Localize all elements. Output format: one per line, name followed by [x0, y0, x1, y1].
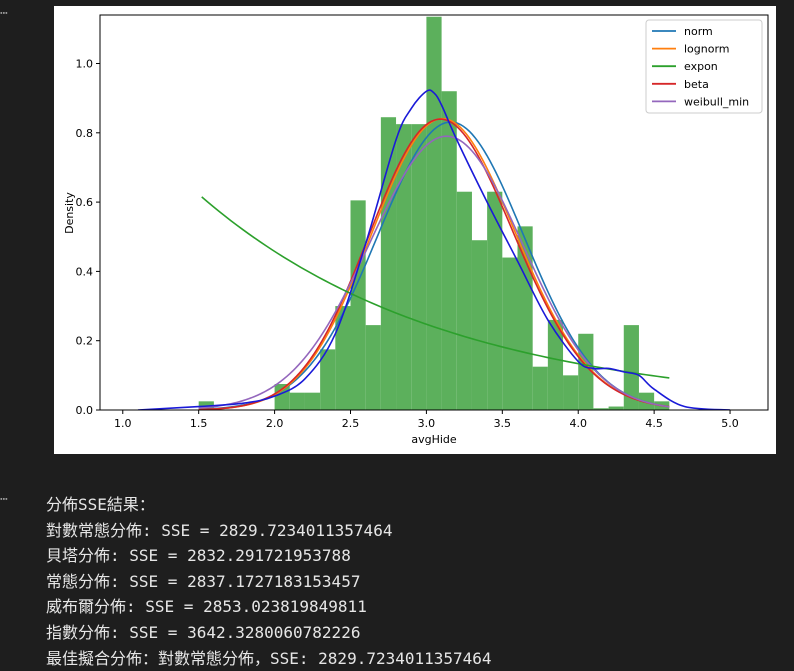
histogram-bar — [532, 366, 548, 410]
histogram-bar — [396, 124, 412, 410]
y-tick-label: 0.0 — [76, 404, 94, 417]
x-axis-ticks: 1.0 1.5 2.0 2.5 3.0 3.5 4.0 4.5 5.0 — [114, 410, 739, 430]
legend-entry: beta — [684, 78, 709, 91]
fit-curves — [137, 89, 731, 410]
plot-output: 1.0 1.5 2.0 2.5 3.0 3.5 4.0 4.5 5.0 0.0 0.2 0.4 0.6… — [54, 6, 776, 454]
histogram-bar — [304, 392, 321, 410]
histogram-bar — [350, 200, 366, 410]
x-axis-label: avgHide — [411, 433, 457, 446]
output-header: 分佈SSE結果： — [46, 495, 155, 514]
histogram-bar — [441, 91, 457, 410]
cell-collapse-icon[interactable]: ⋯ — [0, 6, 9, 21]
x-tick-label: 4.5 — [645, 417, 663, 430]
y-tick-label: 0.6 — [76, 196, 94, 209]
histogram-bar — [608, 406, 624, 410]
histogram-bar — [456, 191, 472, 410]
output-best-line: 最佳擬合分佈：對數常態分佈，SSE: 2829.7234011357464 — [46, 648, 492, 668]
legend-entry: norm — [684, 25, 713, 38]
output-line: 常態分佈: SSE = 2837.1727183153457 — [46, 571, 361, 591]
legend-entry: lognorm — [684, 43, 730, 56]
histogram-bars — [198, 16, 670, 410]
fit-curve-beta — [198, 118, 670, 410]
output-line: 對數常態分佈: SSE = 2829.7234011357464 — [46, 520, 393, 540]
histogram-bar — [502, 257, 518, 410]
y-tick-label: 0.8 — [76, 127, 94, 140]
y-axis-ticks: 0.0 0.2 0.4 0.6 0.8 1.0 — [76, 58, 100, 417]
distribution-fit-chart: 1.0 1.5 2.0 2.5 3.0 3.5 4.0 4.5 5.0 0.0 0.2 0.4 0.6… — [63, 14, 769, 446]
x-tick-label: 3.5 — [494, 417, 512, 430]
x-tick-label: 5.0 — [721, 417, 739, 430]
plot-frame — [99, 14, 769, 411]
legend-box — [645, 19, 763, 114]
histogram-bar — [274, 384, 290, 410]
output-collapse-icon[interactable]: ⋯ — [0, 492, 9, 507]
y-tick-label: 0.4 — [76, 265, 94, 278]
output-line: 貝塔分佈: SSE = 2832.291721953788 — [46, 546, 351, 566]
y-tick-label: 0.2 — [76, 335, 94, 348]
x-tick-label: 1.5 — [190, 417, 208, 430]
x-tick-label: 2.0 — [266, 417, 284, 430]
histogram-bar — [426, 16, 442, 410]
fit-curve-expon — [201, 196, 670, 379]
y-axis-label: Density — [63, 192, 76, 234]
histogram-bar — [487, 191, 503, 410]
x-tick-label: 1.0 — [114, 417, 132, 430]
kde-curve — [137, 89, 731, 410]
histogram-bar — [380, 117, 397, 410]
histogram-bar — [320, 349, 336, 410]
histogram-bar — [517, 226, 533, 410]
x-tick-label: 3.0 — [418, 417, 436, 430]
histogram-bar — [638, 392, 655, 410]
output-line: 威布爾分佈: SSE = 2853.023819849811 — [46, 597, 367, 617]
legend-entry: weibull_min — [684, 95, 749, 108]
chart-legend: norm lognorm expon beta weibull_min — [645, 19, 763, 114]
histogram-bar — [547, 319, 564, 410]
x-tick-label: 4.0 — [569, 417, 587, 430]
histogram-bar — [411, 124, 427, 410]
histogram-bar — [335, 306, 351, 410]
histogram-bar — [289, 392, 305, 410]
legend-entry: expon — [684, 60, 718, 73]
histogram-bar — [623, 325, 639, 410]
y-tick-label: 1.0 — [76, 58, 94, 71]
histogram-bar — [563, 375, 579, 410]
histogram-bar — [593, 408, 609, 410]
text-output: 分佈SSE結果： 對數常態分佈: SSE = 2829.723401135746… — [46, 492, 492, 671]
x-tick-label: 2.5 — [342, 417, 360, 430]
histogram-bar — [471, 240, 488, 410]
output-line: 指數分佈: SSE = 3642.3280060782226 — [46, 622, 361, 642]
histogram-bar — [365, 325, 381, 410]
